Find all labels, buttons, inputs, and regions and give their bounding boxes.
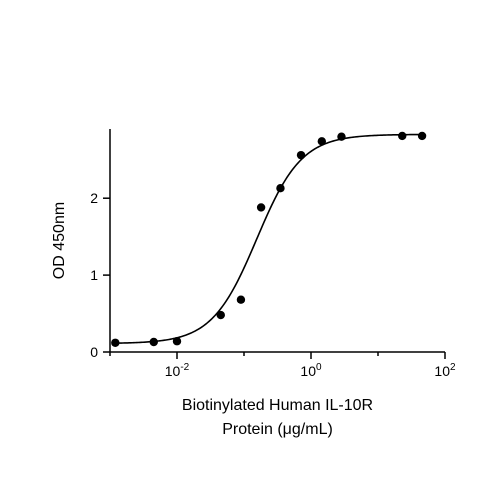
x-axis-label-line2: Protein (μg/mL) <box>222 421 333 438</box>
data-point <box>337 132 346 141</box>
x-tick-label: 102 <box>434 362 456 379</box>
y-tick-label: 1 <box>90 267 98 283</box>
x-axis-label-line1: Biotinylated Human IL-10R <box>182 397 373 414</box>
data-point <box>111 338 120 347</box>
data-point <box>317 137 327 146</box>
data-points <box>111 131 427 347</box>
data-point <box>236 295 246 304</box>
x-axis-ticks: 10-2 100 102 <box>109 352 456 379</box>
data-point <box>172 337 182 346</box>
data-point <box>398 131 407 141</box>
data-point <box>216 310 225 320</box>
y-axis-ticks: 0 1 2 <box>90 190 110 360</box>
data-point <box>296 150 306 160</box>
data-point <box>417 131 427 141</box>
data-point <box>149 337 158 347</box>
fit-curve <box>115 133 423 344</box>
y-axis-label: OD 450nm <box>51 202 68 279</box>
x-tick-label: 100 <box>300 362 322 379</box>
y-tick-label: 2 <box>90 190 98 206</box>
axes: 10-2 100 102 0 1 2 <box>90 129 456 379</box>
data-point <box>256 203 266 212</box>
x-tick-label: 10-2 <box>165 362 190 379</box>
data-point <box>276 184 285 193</box>
y-tick-label: 0 <box>90 344 98 360</box>
